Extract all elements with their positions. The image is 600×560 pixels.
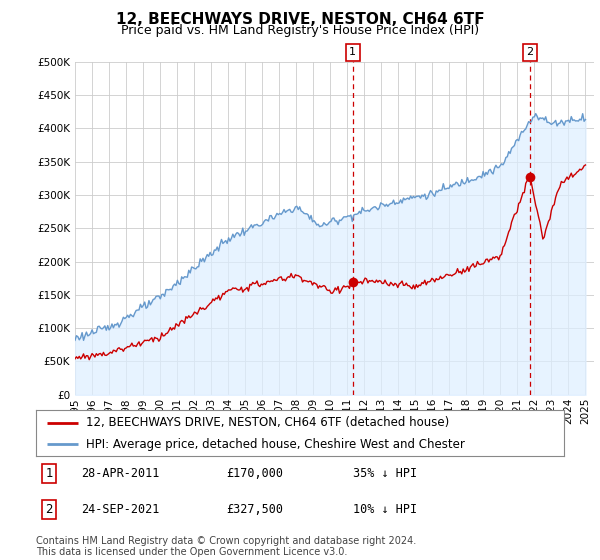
Text: Contains HM Land Registry data © Crown copyright and database right 2024.
This d: Contains HM Land Registry data © Crown c… xyxy=(36,535,416,557)
Text: 1: 1 xyxy=(46,467,53,480)
Text: 12, BEECHWAYS DRIVE, NESTON, CH64 6TF (detached house): 12, BEECHWAYS DRIVE, NESTON, CH64 6TF (d… xyxy=(86,417,449,430)
Text: HPI: Average price, detached house, Cheshire West and Chester: HPI: Average price, detached house, Ches… xyxy=(86,437,465,450)
Text: 1: 1 xyxy=(349,48,356,58)
Text: 35% ↓ HPI: 35% ↓ HPI xyxy=(353,467,417,480)
Text: 2: 2 xyxy=(526,48,533,58)
Text: 2: 2 xyxy=(46,503,53,516)
Text: £327,500: £327,500 xyxy=(226,503,283,516)
Text: 24-SEP-2021: 24-SEP-2021 xyxy=(81,503,159,516)
Text: 10% ↓ HPI: 10% ↓ HPI xyxy=(353,503,417,516)
Text: £170,000: £170,000 xyxy=(226,467,283,480)
Text: 12, BEECHWAYS DRIVE, NESTON, CH64 6TF: 12, BEECHWAYS DRIVE, NESTON, CH64 6TF xyxy=(116,12,484,27)
Text: 28-APR-2011: 28-APR-2011 xyxy=(81,467,159,480)
Text: Price paid vs. HM Land Registry's House Price Index (HPI): Price paid vs. HM Land Registry's House … xyxy=(121,24,479,37)
